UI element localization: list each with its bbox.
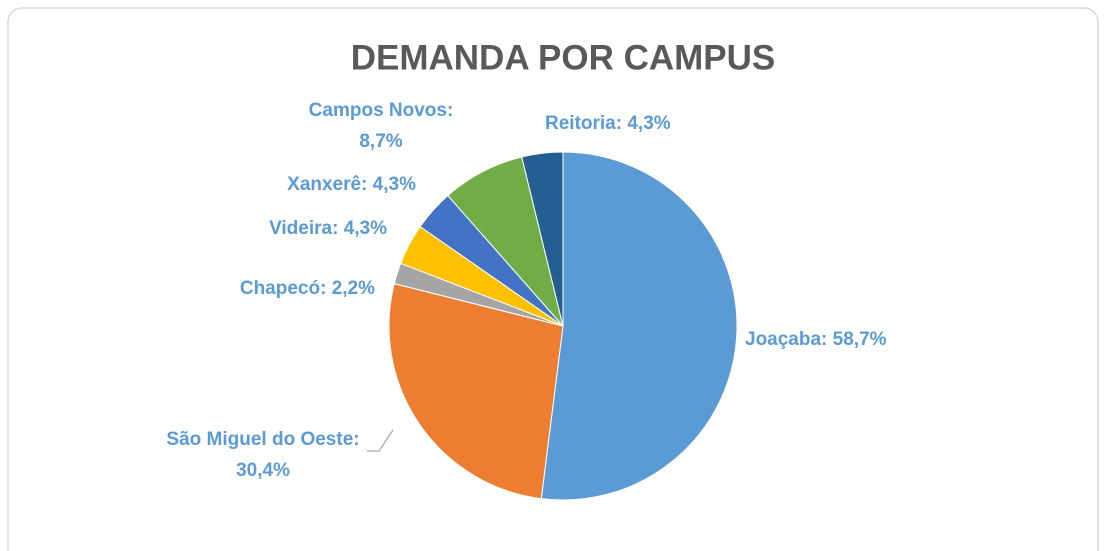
pie — [388, 151, 738, 501]
data-label: Xanxerê: 4,3% — [287, 174, 416, 195]
data-label: Joaçaba: 58,7% — [745, 329, 887, 350]
leader-line — [367, 429, 394, 452]
pie-slice — [521, 151, 564, 327]
pie-slice — [388, 282, 564, 500]
data-label: Reitoria: 4,3% — [545, 113, 671, 134]
data-label: Campos Novos: 8,7% — [308, 100, 454, 152]
chart-title: DEMANDA POR CAMPUS — [351, 38, 776, 77]
pie-slice — [540, 151, 738, 501]
data-label: São Miguel do Oeste: 30,4% — [166, 429, 360, 481]
data-label: Chapecó: 2,2% — [239, 278, 375, 299]
data-label: Videira: 4,3% — [269, 218, 387, 239]
